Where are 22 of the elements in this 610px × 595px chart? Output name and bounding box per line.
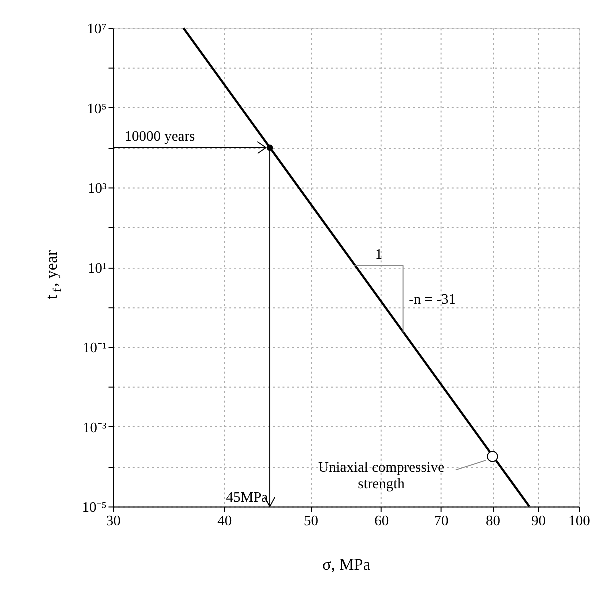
y-tick-label: 10⁵ — [87, 101, 107, 118]
x-tick-label: 30 — [106, 514, 121, 530]
x-axis-title: σ, MPa — [322, 555, 372, 574]
x-tick-label: 60 — [374, 514, 390, 530]
x-tick-label: 70 — [434, 514, 449, 530]
x-tick-label: 40 — [218, 514, 232, 530]
y-tick-label: 10⁻¹ — [82, 340, 107, 357]
y-axis-title: tf, year — [42, 250, 64, 300]
y-tick-label: 10⁻⁵ — [82, 500, 107, 516]
annotation: 10000 years — [124, 129, 196, 146]
y-tick-label: 10⁻³ — [82, 420, 108, 436]
x-tick-label: 50 — [304, 514, 319, 530]
annotation: 45MPa — [226, 490, 269, 506]
annotation: Uniaxial compressive strength — [318, 460, 445, 493]
annotation: -n = -31 — [409, 292, 456, 308]
x-tick-label: 80 — [486, 514, 500, 530]
y-tick-label: 10⁷ — [87, 22, 107, 38]
x-tick-label: 100 — [568, 514, 590, 530]
x-tick-label: 90 — [532, 514, 546, 530]
y-tick-label: 10¹ — [88, 260, 107, 277]
annotation: 1 — [375, 247, 383, 264]
y-tick-label: 10³ — [88, 181, 108, 198]
